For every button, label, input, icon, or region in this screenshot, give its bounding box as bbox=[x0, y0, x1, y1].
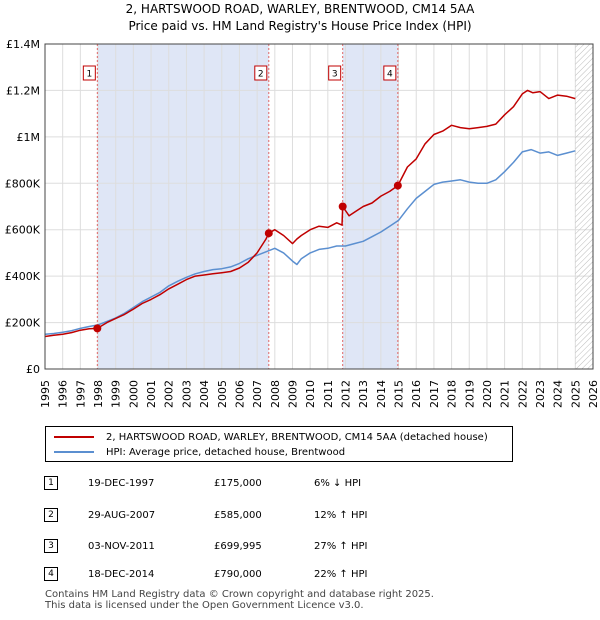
legend: 2, HARTSWOOD ROAD, WARLEY, BRENTWOOD, CM… bbox=[45, 426, 513, 462]
sale-label-number: 2 bbox=[258, 70, 264, 80]
x-tick-label: 2005 bbox=[216, 380, 229, 408]
sale-row: 2 29-AUG-2007 £585,000 12% ↑ HPI bbox=[44, 507, 367, 523]
footer-line-1: Contains HM Land Registry data © Crown c… bbox=[45, 589, 434, 600]
sale-label-box bbox=[254, 65, 268, 81]
x-tick-label: 2004 bbox=[198, 380, 211, 408]
sale-number-badge: 2 bbox=[44, 508, 58, 522]
footer-line-2: This data is licensed under the Open Gov… bbox=[45, 600, 364, 611]
legend-label-property: 2, HARTSWOOD ROAD, WARLEY, BRENTWOOD, CM… bbox=[106, 431, 488, 443]
x-tick-label: 2000 bbox=[127, 380, 140, 408]
x-tick-label: 1999 bbox=[110, 380, 123, 408]
sale-number-badge: 3 bbox=[44, 539, 58, 553]
x-tick-label: 2012 bbox=[340, 380, 353, 408]
sale-row: 3 03-NOV-2011 £699,995 27% ↑ HPI bbox=[44, 538, 367, 554]
x-tick-label: 2025 bbox=[569, 380, 582, 408]
hpi-line bbox=[44, 148, 576, 335]
sale-price: £699,995 bbox=[214, 540, 262, 552]
sale-price: £175,000 bbox=[214, 477, 262, 489]
x-tick-label: 1995 bbox=[39, 380, 52, 408]
sale-label-number: 3 bbox=[332, 70, 338, 80]
x-tick-label: 1998 bbox=[92, 380, 105, 408]
sale-hpi-diff: 6% ↓ HPI bbox=[314, 477, 362, 489]
x-tick-label: 2021 bbox=[499, 380, 512, 408]
x-tick-label: 2003 bbox=[180, 380, 193, 408]
ownership-period-shade bbox=[97, 44, 269, 369]
x-tick-label: 2018 bbox=[446, 380, 459, 408]
y-tick-label: £200K bbox=[5, 317, 41, 330]
y-tick-label: £400K bbox=[5, 270, 41, 283]
sale-hpi-diff: 27% ↑ HPI bbox=[314, 540, 368, 552]
legend-item-hpi: HPI: Average price, detached house, Bren… bbox=[54, 445, 345, 459]
x-tick-label: 2011 bbox=[322, 380, 335, 408]
x-tick-label: 2020 bbox=[481, 380, 494, 408]
legend-swatch-hpi bbox=[54, 451, 94, 453]
sale-row: 1 19-DEC-1997 £175,000 6% ↓ HPI bbox=[44, 475, 361, 491]
chart-subtitle: Price paid vs. HM Land Registry's House … bbox=[128, 19, 472, 33]
legend-swatch-property bbox=[54, 436, 94, 438]
x-tick-label: 2026 bbox=[587, 380, 600, 408]
sale-date: 29-AUG-2007 bbox=[88, 509, 156, 521]
sale-number-badge: 4 bbox=[44, 567, 58, 581]
sale-hpi-diff: 22% ↑ HPI bbox=[314, 568, 368, 580]
plot-frame bbox=[44, 43, 594, 370]
x-tick-label: 2008 bbox=[269, 380, 282, 408]
sale-label-box bbox=[82, 65, 96, 81]
x-tick-label: 2001 bbox=[145, 380, 158, 408]
sale-label-box bbox=[328, 65, 342, 81]
sale-number-badge: 1 bbox=[44, 476, 58, 490]
y-tick-label: £0 bbox=[26, 363, 40, 376]
x-tick-label: 1996 bbox=[57, 380, 70, 408]
y-tick-label: £1M bbox=[17, 131, 41, 144]
sale-price: £790,000 bbox=[214, 568, 262, 580]
footer-attribution: Contains HM Land Registry data © Crown c… bbox=[45, 589, 434, 611]
x-tick-label: 2014 bbox=[375, 380, 388, 408]
y-tick-label: £800K bbox=[5, 177, 41, 190]
x-tick-label: 1997 bbox=[74, 380, 87, 408]
x-tick-label: 2007 bbox=[251, 380, 264, 408]
legend-item-property: 2, HARTSWOOD ROAD, WARLEY, BRENTWOOD, CM… bbox=[54, 430, 488, 444]
sale-label-number: 1 bbox=[86, 70, 92, 80]
x-tick-label: 2010 bbox=[304, 380, 317, 408]
x-tick-label: 2009 bbox=[286, 380, 299, 408]
x-tick-label: 2017 bbox=[428, 380, 441, 408]
sale-hpi-diff: 12% ↑ HPI bbox=[314, 509, 368, 521]
sale-date: 18-DEC-2014 bbox=[88, 568, 155, 580]
x-tick-label: 2013 bbox=[357, 380, 370, 408]
sale-date: 19-DEC-1997 bbox=[88, 477, 155, 489]
sale-row: 4 18-DEC-2014 £790,000 22% ↑ HPI bbox=[44, 566, 367, 582]
sale-label-box bbox=[383, 65, 397, 81]
price-chart: 1 2 3 4 £0 £200K £400K £600K £800K £1M £1.2M £1.4M… bbox=[5, 38, 600, 408]
sale-point bbox=[393, 181, 402, 190]
x-tick-label: 2023 bbox=[534, 380, 547, 408]
x-tick-label: 2002 bbox=[163, 380, 176, 408]
legend-label-hpi: HPI: Average price, detached house, Bren… bbox=[106, 446, 346, 458]
sale-point bbox=[93, 324, 102, 333]
forecast-hatch bbox=[575, 44, 593, 369]
x-tick-label: 2016 bbox=[410, 380, 423, 408]
chart-title: 2, HARTSWOOD ROAD, WARLEY, BRENTWOOD, CM… bbox=[125, 2, 475, 16]
sale-point bbox=[264, 229, 273, 238]
ownership-period-shade bbox=[342, 44, 398, 369]
x-tick-label: 2024 bbox=[552, 380, 565, 408]
y-tick-label: £1.4M bbox=[6, 38, 40, 51]
property-price-line bbox=[44, 89, 576, 338]
sale-label-number: 4 bbox=[387, 70, 393, 80]
x-tick-label: 2022 bbox=[516, 380, 529, 408]
y-tick-label: £1.2M bbox=[6, 84, 40, 97]
x-tick-label: 2015 bbox=[393, 380, 406, 408]
sale-price: £585,000 bbox=[214, 509, 262, 521]
x-tick-label: 2019 bbox=[463, 380, 476, 408]
sale-date: 03-NOV-2011 bbox=[88, 540, 155, 552]
y-tick-label: £600K bbox=[5, 224, 41, 237]
sale-point bbox=[338, 202, 347, 211]
x-tick-label: 2006 bbox=[233, 380, 246, 408]
